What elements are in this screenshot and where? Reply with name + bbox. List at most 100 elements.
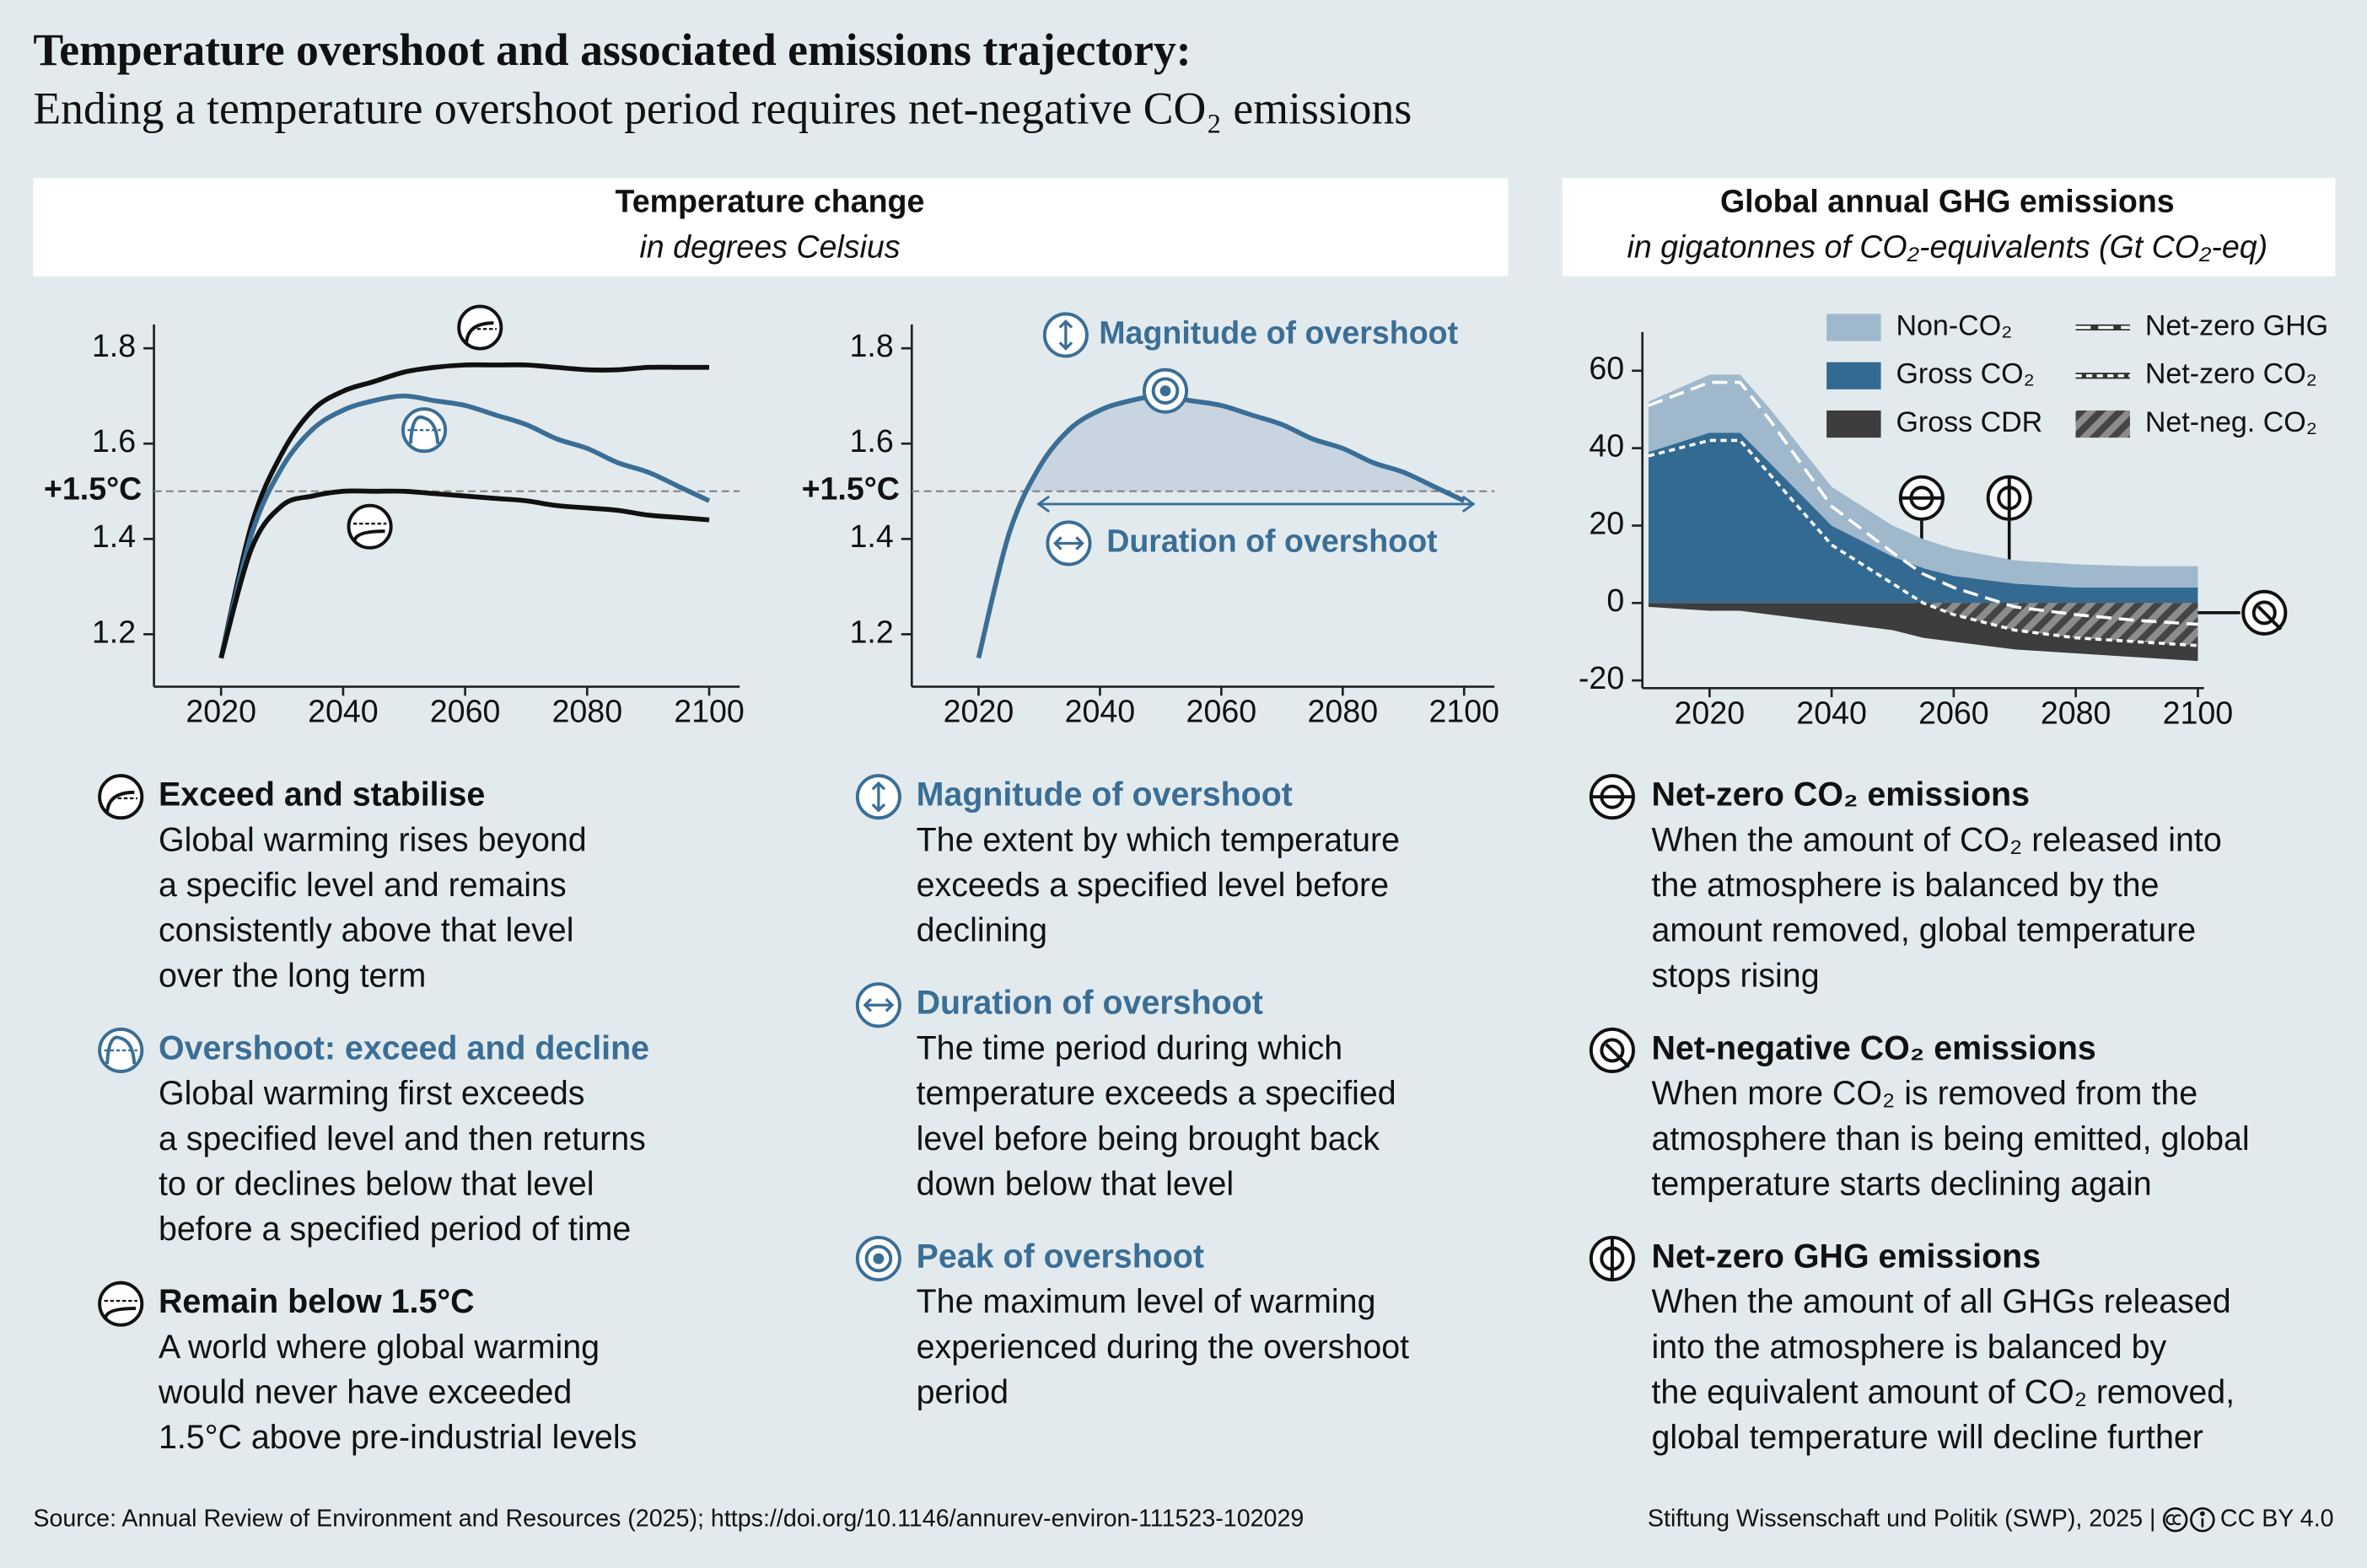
x-tick-label: 2080 (2041, 695, 2111, 730)
y-tick-label: 1.6 (850, 423, 894, 459)
definition-text: period (917, 1374, 1009, 1411)
definition-text: global temperature will decline further (1651, 1419, 2203, 1456)
axes (901, 324, 1495, 696)
definition-title: Duration of overshoot (917, 985, 1263, 1022)
x-tick-label: 2080 (552, 694, 623, 729)
icon-inner (1151, 377, 1180, 405)
icon-curve (352, 529, 385, 541)
license: CC BY 4.0 (2220, 1505, 2334, 1532)
panel-subtitle: in degrees Celsius (639, 228, 900, 264)
line (218, 488, 710, 659)
icon (98, 774, 144, 820)
legend-label: Net-zero CO₂ (2145, 358, 2317, 390)
credit: Stiftung Wissenschaft und Politik (SWP),… (1648, 1505, 2155, 1532)
definition-text: Global warming first exceeds (159, 1075, 585, 1112)
axes (143, 324, 740, 696)
icon-ring (457, 304, 503, 351)
definition-text: before a specified period of time (159, 1211, 631, 1248)
line (218, 393, 711, 659)
icon-curve (104, 1307, 137, 1318)
definition-text: The maximum level of warming (917, 1283, 1376, 1320)
definition-title: Overshoot: exceed and decline (159, 1029, 649, 1066)
definition-text: down below that level (917, 1165, 1235, 1202)
axes (1632, 331, 2204, 698)
definition-text: 1.5°C above pre-industrial levels (159, 1419, 637, 1456)
y-tick-label: 1.2 (850, 614, 894, 649)
x-tick-label: 2060 (1918, 695, 1989, 730)
icon-ring (401, 407, 448, 454)
icon-inner (2251, 600, 2277, 626)
annotation: Magnitude of overshoot (1099, 314, 1458, 350)
definition-text: the equivalent amount of CO₂ removed, (1651, 1374, 2235, 1411)
icon (855, 982, 901, 1028)
x-tick-label: 2100 (1428, 694, 1499, 729)
definition-text: Global warming rises beyond (159, 821, 587, 858)
legend-label: Non-CO₂ (1896, 309, 2012, 341)
definition-text: declining (917, 912, 1047, 949)
icon (98, 1281, 144, 1327)
x-tick-label: 2020 (1675, 695, 1746, 730)
definition-text: a specified level and then returns (159, 1120, 646, 1157)
title: Temperature overshoot and associated emi… (33, 24, 1191, 75)
x-tick-label: 2020 (944, 694, 1014, 729)
icon (1589, 1235, 1635, 1282)
icon-ring (98, 1027, 144, 1073)
panel-subtitle: in gigatonnes of CO₂-equivalents (Gt CO₂… (1627, 228, 2267, 264)
definition-text: temperature exceeds a specified (917, 1075, 1396, 1112)
definition-title: Net-zero GHG emissions (1651, 1238, 2041, 1275)
icon-ring (98, 1281, 144, 1327)
icon (1589, 774, 1635, 820)
icon-arrow (863, 997, 895, 1012)
definition-text: The extent by which temperature (917, 821, 1400, 858)
icon-inner (864, 1244, 893, 1273)
definition-text: amount removed, global temperature (1651, 912, 2196, 949)
x-tick-label: 2060 (1186, 694, 1257, 729)
icon-arrow (1058, 320, 1073, 351)
icon-curve (105, 790, 135, 813)
definition-text: level before being brought back (917, 1120, 1380, 1157)
definition-text: exceeds a specified level before (917, 867, 1389, 904)
icon-curve (465, 321, 494, 343)
definition-text: consistently above that level (159, 912, 573, 949)
legend-swatch (2075, 410, 2130, 438)
x-tick-label: 2040 (1796, 695, 1867, 730)
definition-title: Magnitude of overshoot (917, 776, 1293, 814)
x-tick-label: 2080 (1308, 694, 1379, 729)
overshoot-area (978, 395, 1465, 491)
icon-curve (105, 1035, 137, 1065)
panel-header (1562, 178, 2336, 277)
icon (1042, 312, 1089, 358)
icon-line (2257, 605, 2283, 631)
y-tick-label: 1.8 (850, 328, 894, 363)
definition-text: to or declines below that level (159, 1165, 594, 1202)
definition-title: Exceed and stabilise (159, 776, 485, 814)
icon-ring (347, 503, 393, 550)
icon (1589, 1027, 1635, 1073)
x-tick-label: 2100 (674, 694, 745, 729)
icon-curve (408, 415, 440, 444)
icon (401, 407, 448, 454)
icon-line (1605, 1043, 1630, 1069)
icon (1898, 475, 1945, 521)
icon (1986, 475, 2032, 521)
y-tick-label: 1.8 (92, 328, 136, 363)
net-line (1648, 438, 2198, 647)
definition-text: A world where global warming (159, 1329, 600, 1366)
y-tick-label: 1.4 (92, 518, 136, 554)
icon (1142, 368, 1189, 414)
definition-text: would never have exceeded (158, 1374, 572, 1411)
definition-text: experienced during the overshoot (917, 1329, 1410, 1366)
icon (1046, 520, 1092, 567)
y-tick-label: 1.4 (850, 518, 894, 554)
y-tick-label: 60 (1589, 351, 1624, 386)
line (218, 362, 710, 659)
definition-text: the atmosphere is balanced by the (1651, 867, 2159, 904)
y-tick-label: 20 (1589, 505, 1624, 540)
legend-swatch (1826, 314, 1881, 341)
legend-label: Gross CDR (1896, 406, 2042, 438)
definition-text: temperature starts declining again (1651, 1165, 2151, 1202)
legend-swatch (1826, 362, 1881, 389)
panel-title: Global annual GHG emissions (1720, 184, 2175, 219)
area (1648, 374, 2198, 588)
